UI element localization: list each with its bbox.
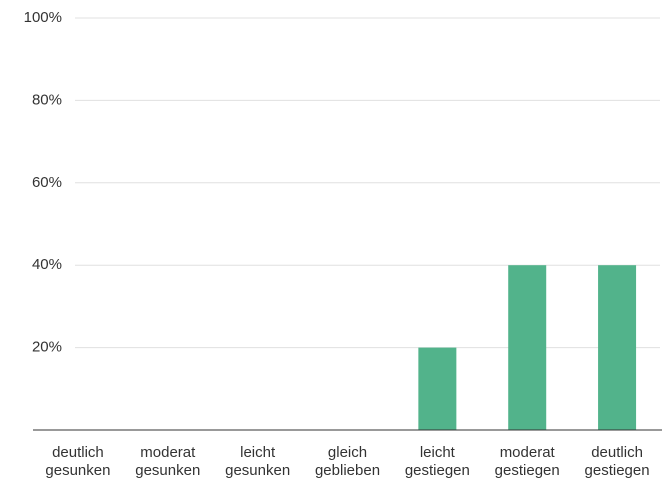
x-tick-label: moderat (140, 444, 196, 461)
x-tick-label: leicht (240, 444, 276, 461)
x-tick-label: geblieben (315, 462, 380, 479)
x-tick-label: gesunken (135, 462, 200, 479)
y-tick-label: 80% (32, 91, 62, 108)
y-tick-label: 20% (32, 339, 62, 356)
bar (598, 265, 637, 430)
y-tick-label: 60% (32, 174, 62, 191)
x-tick-label: gesunken (45, 462, 110, 479)
x-tick-label: gestiegen (405, 462, 470, 479)
x-tick-label: gesunken (225, 462, 290, 479)
x-tick-label: gestiegen (495, 462, 560, 479)
y-tick-label: 40% (32, 256, 62, 273)
x-tick-label: gestiegen (585, 462, 650, 479)
x-tick-label: deutlich (52, 444, 104, 461)
x-tick-label: deutlich (591, 444, 643, 461)
x-tick-label: leicht (420, 444, 456, 461)
y-tick-label: 100% (24, 9, 62, 26)
bar (418, 347, 457, 430)
bar (508, 265, 547, 430)
x-tick-label: moderat (500, 444, 556, 461)
x-tick-label: gleich (328, 444, 367, 461)
